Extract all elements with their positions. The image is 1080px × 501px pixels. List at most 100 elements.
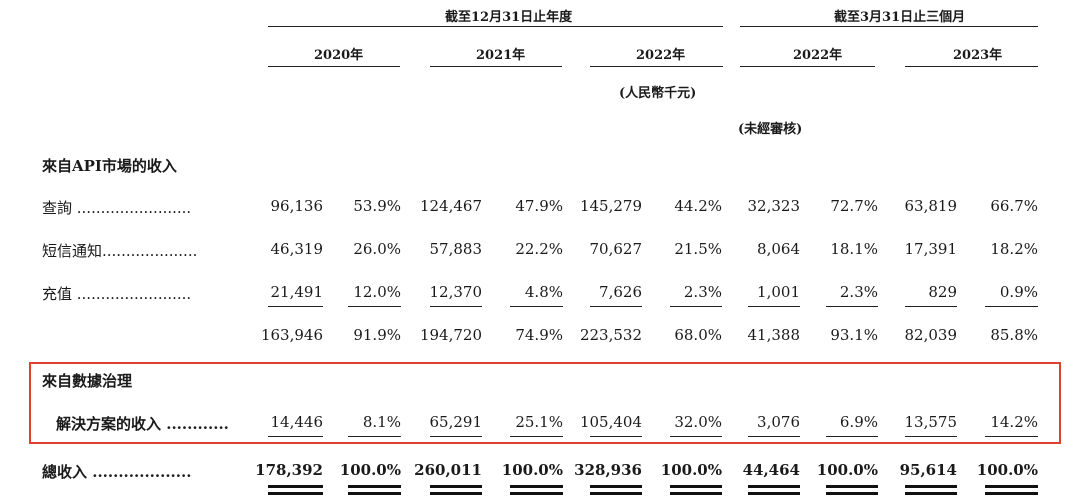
subtotal-cell: 223,532 bbox=[579, 326, 642, 344]
section-title-api: 來自API市場的收入 bbox=[42, 157, 177, 175]
cell: 2.3% bbox=[839, 283, 878, 301]
total-double-rule bbox=[430, 485, 482, 488]
cell: 44.2% bbox=[674, 197, 722, 215]
row-label-data-governance: 解決方案的收入 ............ bbox=[56, 415, 229, 433]
subtotal-rule bbox=[985, 306, 1038, 307]
total-double-rule bbox=[268, 485, 323, 488]
cell: 26.0% bbox=[353, 240, 401, 258]
cell: 8,064 bbox=[757, 240, 800, 258]
total-double-rule bbox=[748, 485, 800, 488]
subtotal-rule bbox=[348, 306, 401, 307]
cell: 145,279 bbox=[579, 197, 642, 215]
year-header-2020: 2020年 bbox=[314, 48, 364, 63]
cell: 63,819 bbox=[904, 197, 958, 215]
total-double-rule bbox=[985, 485, 1038, 488]
subtotal-cell: 68.0% bbox=[674, 326, 722, 344]
subtotal-cell: 163,946 bbox=[260, 326, 323, 344]
data-governance-rule bbox=[670, 436, 722, 437]
data-governance-rule bbox=[748, 436, 800, 437]
subtotal-cell: 74.9% bbox=[515, 326, 563, 344]
year-header-2021: 2021年 bbox=[476, 48, 526, 63]
year-rule-2023-q bbox=[905, 66, 1038, 67]
year-rule-2021 bbox=[430, 66, 562, 67]
cell: 21.5% bbox=[674, 240, 722, 258]
total-double-rule bbox=[748, 492, 800, 495]
total-cell: 44,464 bbox=[742, 461, 800, 479]
year-header-2023-q: 2023年 bbox=[953, 48, 1003, 63]
unit-label: (人民幣千元) bbox=[619, 86, 697, 101]
subtotal-rule bbox=[748, 306, 800, 307]
cell: 1,001 bbox=[757, 283, 800, 301]
cell: 66.7% bbox=[990, 197, 1038, 215]
header-group-year: 截至12月31日止年度 bbox=[445, 10, 573, 25]
total-double-rule bbox=[510, 485, 563, 488]
cell: 57,883 bbox=[429, 240, 483, 258]
data-governance-rule bbox=[268, 436, 323, 437]
subtotal-rule bbox=[590, 306, 642, 307]
year-rule-2022 bbox=[590, 66, 723, 67]
data-governance-cell: 8.1% bbox=[362, 413, 401, 431]
cell: 22.2% bbox=[515, 240, 563, 258]
subtotal-rule bbox=[510, 306, 563, 307]
cell: 53.9% bbox=[353, 197, 401, 215]
subtotal-cell: 93.1% bbox=[830, 326, 878, 344]
cell: 46,319 bbox=[270, 240, 324, 258]
cell: 829 bbox=[928, 283, 957, 301]
year-rule-2020 bbox=[268, 66, 400, 67]
year-header-2022: 2022年 bbox=[636, 48, 686, 63]
data-governance-rule bbox=[905, 436, 957, 437]
total-double-rule bbox=[905, 492, 957, 495]
total-cell: 100.0% bbox=[816, 461, 878, 479]
total-double-rule bbox=[348, 485, 401, 488]
total-double-rule bbox=[430, 492, 482, 495]
subtotal-rule bbox=[826, 306, 878, 307]
total-double-rule bbox=[985, 492, 1038, 495]
unaudited-label: (未經審核) bbox=[738, 122, 803, 137]
cell: 0.9% bbox=[999, 283, 1038, 301]
subtotal-cell: 91.9% bbox=[353, 326, 401, 344]
total-cell: 100.0% bbox=[339, 461, 401, 479]
total-double-rule bbox=[905, 485, 957, 488]
total-cell: 328,936 bbox=[574, 461, 642, 479]
subtotal-cell: 82,039 bbox=[904, 326, 958, 344]
cell: 21,491 bbox=[270, 283, 324, 301]
data-governance-cell: 3,076 bbox=[757, 413, 800, 431]
data-governance-rule bbox=[826, 436, 878, 437]
total-cell: 260,011 bbox=[414, 461, 482, 479]
header-group-quarter-rule bbox=[740, 26, 1038, 27]
total-cell: 100.0% bbox=[660, 461, 722, 479]
data-governance-cell: 14.2% bbox=[990, 413, 1038, 431]
total-double-rule bbox=[590, 485, 642, 488]
header-group-year-rule bbox=[268, 26, 723, 27]
cell: 7,626 bbox=[599, 283, 642, 301]
year-rule-2022-q bbox=[740, 66, 875, 67]
total-double-rule bbox=[268, 492, 323, 495]
data-governance-cell: 14,446 bbox=[270, 413, 324, 431]
data-governance-cell: 105,404 bbox=[579, 413, 642, 431]
total-cell: 95,614 bbox=[899, 461, 957, 479]
cell: 4.8% bbox=[524, 283, 563, 301]
cell: 124,467 bbox=[419, 197, 482, 215]
subtotal-rule bbox=[268, 306, 323, 307]
row-label-query: 查詢 ........................ bbox=[42, 199, 192, 217]
data-governance-rule bbox=[590, 436, 642, 437]
row-label-topup: 充值 ........................ bbox=[42, 285, 192, 303]
row-label-total: 總收入 ................... bbox=[42, 463, 192, 481]
cell: 2.3% bbox=[683, 283, 722, 301]
cell: 96,136 bbox=[270, 197, 324, 215]
cell: 47.9% bbox=[515, 197, 563, 215]
subtotal-rule bbox=[670, 306, 722, 307]
cell: 72.7% bbox=[830, 197, 878, 215]
total-cell: 100.0% bbox=[501, 461, 563, 479]
data-governance-cell: 13,575 bbox=[904, 413, 958, 431]
data-governance-rule bbox=[510, 436, 563, 437]
data-governance-cell: 6.9% bbox=[839, 413, 878, 431]
total-double-rule bbox=[826, 492, 878, 495]
year-header-2022-q: 2022年 bbox=[793, 48, 843, 63]
cell: 12,370 bbox=[429, 283, 483, 301]
header-group-quarter: 截至3月31日止三個月 bbox=[834, 10, 966, 25]
cell: 70,627 bbox=[589, 240, 643, 258]
total-double-rule bbox=[670, 485, 722, 488]
cell: 12.0% bbox=[353, 283, 401, 301]
total-double-rule bbox=[590, 492, 642, 495]
